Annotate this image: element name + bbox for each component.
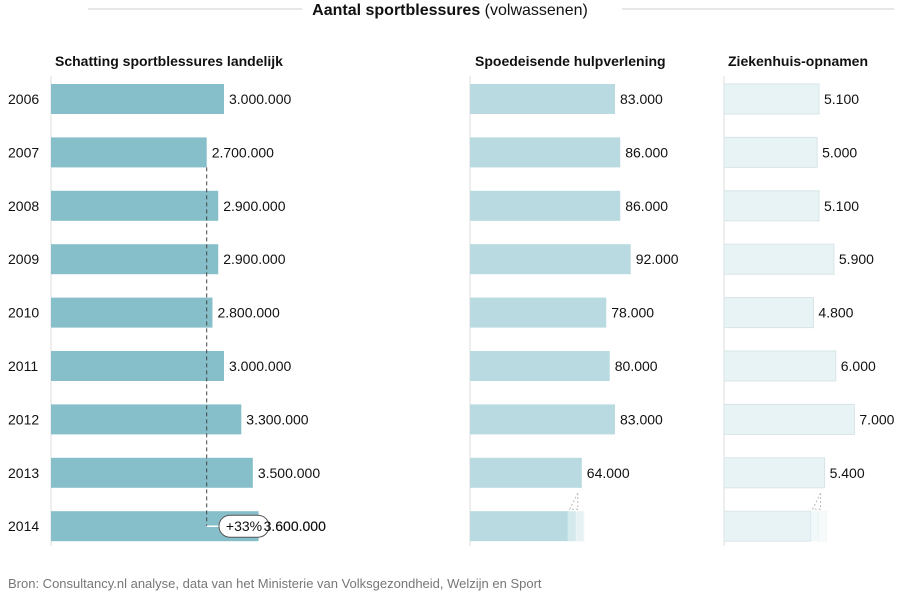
bar — [470, 351, 610, 381]
data-label: 3.000.000 — [229, 91, 291, 107]
bar — [723, 243, 835, 275]
data-label: 5.400 — [830, 465, 865, 481]
growth-badge — [218, 514, 270, 538]
data-label: 4.800 — [818, 305, 853, 321]
data-label: 2.800.000 — [217, 305, 279, 321]
bar — [470, 297, 607, 328]
data-label: 86.000 — [625, 198, 668, 214]
data-label: 3.500.000 — [258, 465, 320, 481]
data-label: 7.000 — [859, 411, 894, 427]
panel-title: Schatting sportblessures landelijk — [55, 53, 283, 69]
bar — [51, 457, 253, 488]
year-label: 2012 — [8, 411, 39, 427]
bar — [51, 137, 207, 168]
bar — [723, 297, 814, 329]
data-label: 80.000 — [615, 358, 658, 374]
data-label: 3.000.000 — [229, 358, 291, 374]
growth-badge-label: +33% — [226, 518, 262, 534]
data-label: 92.000 — [636, 251, 679, 267]
data-label: 5.100 — [824, 198, 859, 214]
bar — [723, 457, 826, 489]
estimate-connector — [811, 492, 822, 510]
year-label: 2013 — [8, 465, 39, 481]
year-label: 2009 — [8, 251, 39, 267]
estimated-bar-part — [810, 511, 819, 542]
data-label: 83.000 — [620, 411, 663, 427]
bar — [723, 136, 818, 168]
data-label: 5.100 — [824, 91, 859, 107]
year-label: 2008 — [8, 198, 39, 214]
estimated-bar-part — [575, 510, 585, 542]
year-label: 2010 — [8, 305, 39, 321]
bar — [723, 350, 837, 382]
data-label: 5.000 — [822, 144, 857, 160]
chart-title-main: Aantal sportblessures — [312, 2, 481, 19]
bar — [470, 137, 621, 168]
bar — [723, 403, 855, 435]
estimated-bar — [470, 511, 568, 542]
panel-title: Spoedeisende hulpverlening — [475, 53, 666, 69]
bar — [51, 404, 242, 435]
bar — [723, 190, 820, 222]
estimate-connector — [568, 492, 579, 510]
bar — [51, 190, 219, 221]
bar — [470, 457, 582, 488]
data-label: 78.000 — [611, 305, 654, 321]
year-label: 2006 — [8, 91, 39, 107]
data-label: 64.000 — [587, 465, 630, 481]
data-label: 86.000 — [625, 144, 668, 160]
data-label: 3.600.000 — [264, 518, 326, 534]
bar — [51, 351, 224, 381]
data-label: 83.000 — [620, 91, 663, 107]
data-label: 6.000 — [841, 358, 876, 374]
year-label: 2014 — [8, 518, 39, 534]
data-label: 2.900.000 — [223, 198, 285, 214]
year-label: 2007 — [8, 144, 39, 160]
bar — [470, 84, 615, 114]
chart-title: Aantal sportblessures (volwassenen) — [0, 0, 900, 24]
data-label: 2.700.000 — [212, 144, 274, 160]
bar — [470, 404, 615, 435]
estimated-bar-part — [818, 510, 828, 542]
bar — [51, 84, 224, 114]
chart-title-suffix: (volwassenen) — [484, 2, 588, 19]
estimated-bar-part — [567, 511, 576, 542]
estimated-bar — [723, 510, 812, 542]
year-label: 2011 — [8, 358, 38, 374]
source-note: Bron: Consultancy.nl analyse, data van h… — [8, 576, 542, 591]
bar — [51, 244, 219, 275]
bar — [723, 83, 820, 115]
panel-title: Ziekenhuis-opnamen — [728, 53, 868, 69]
data-label: 2.900.000 — [223, 251, 285, 267]
bar — [470, 244, 631, 275]
data-label: 3.300.000 — [246, 411, 308, 427]
bar — [470, 190, 621, 221]
data-label: 5.900 — [839, 251, 874, 267]
data-label: 3.600.000 — [264, 518, 326, 534]
bar — [51, 297, 213, 328]
